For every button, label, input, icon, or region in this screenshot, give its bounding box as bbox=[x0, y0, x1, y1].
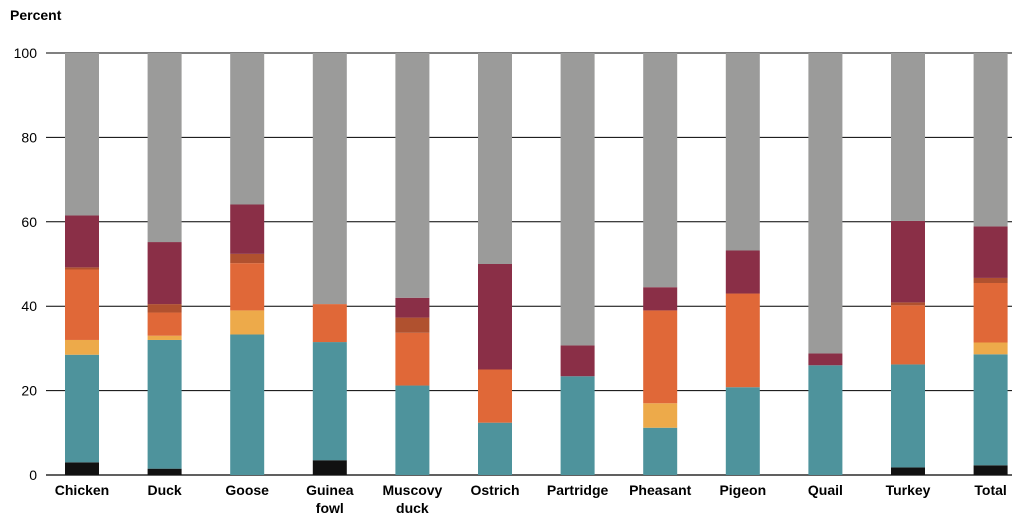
y-tick-label: 60 bbox=[21, 214, 37, 230]
bar-segment bbox=[643, 310, 678, 404]
bar-segment bbox=[891, 364, 925, 468]
x-axis-labels: Chicken Duck Goose Guinea fowl Muscovy duck Ost… bbox=[55, 482, 1007, 516]
bar-segment bbox=[973, 354, 1008, 466]
bar-stack bbox=[725, 53, 760, 475]
bar-stack bbox=[478, 53, 512, 475]
y-tick-label: 100 bbox=[14, 45, 38, 61]
bar-segment bbox=[560, 376, 595, 475]
bar-segment bbox=[643, 287, 678, 311]
bar-stack bbox=[643, 53, 678, 475]
bar-segment bbox=[973, 277, 1008, 283]
bar-segment bbox=[312, 304, 347, 343]
bar-segment bbox=[643, 403, 678, 428]
bar-segment bbox=[891, 302, 925, 306]
gridlines bbox=[46, 52, 1012, 476]
bar-stack bbox=[312, 53, 347, 475]
bar-stack bbox=[808, 53, 843, 475]
bar-stack bbox=[230, 53, 265, 475]
bar-segment bbox=[147, 242, 182, 305]
x-category-label: Ostrich bbox=[470, 482, 519, 498]
y-axis-title: Percent bbox=[10, 7, 62, 23]
bar-segment bbox=[478, 422, 512, 475]
bar-segment bbox=[147, 468, 182, 475]
bar-segment bbox=[725, 387, 760, 475]
bar-segment bbox=[725, 293, 760, 388]
bar-segment bbox=[560, 53, 595, 346]
bar-segment bbox=[65, 462, 99, 475]
bar-segment bbox=[65, 267, 99, 270]
bar-segment bbox=[725, 250, 760, 294]
bar-segment bbox=[147, 312, 182, 336]
bar-segment bbox=[891, 220, 925, 303]
bar-segment bbox=[891, 53, 925, 221]
bar-segment bbox=[230, 334, 265, 475]
bar-segment bbox=[65, 215, 99, 268]
bar-segment bbox=[65, 53, 99, 216]
bar-segment bbox=[312, 53, 347, 305]
bar-segment bbox=[147, 53, 182, 243]
y-tick-label: 80 bbox=[21, 129, 37, 145]
y-axis-ticks: 0 20 40 60 80 100 bbox=[14, 45, 38, 483]
bar-segment bbox=[395, 297, 430, 318]
bar-segment bbox=[973, 342, 1008, 355]
bar-segment bbox=[65, 339, 99, 355]
x-category-label: Muscovy duck bbox=[382, 482, 442, 516]
bar-segment bbox=[478, 53, 512, 264]
bar-segment bbox=[230, 310, 265, 335]
bar-segment bbox=[147, 335, 182, 340]
x-category-label: Goose bbox=[225, 482, 269, 498]
x-category-label: Pigeon bbox=[719, 482, 766, 498]
x-category-label: Pheasant bbox=[629, 482, 692, 498]
bar-segment bbox=[643, 53, 678, 288]
x-category-label: Duck bbox=[147, 482, 181, 498]
bar-segment bbox=[973, 226, 1008, 278]
x-category-label: Partridge bbox=[547, 482, 609, 498]
bar-segment bbox=[973, 282, 1008, 343]
bar-segment bbox=[973, 465, 1008, 475]
x-category-label: Total bbox=[974, 482, 1006, 498]
bar-segment bbox=[891, 467, 925, 475]
x-category-label: Turkey bbox=[886, 482, 931, 498]
y-tick-label: 20 bbox=[21, 383, 37, 399]
bar-segment bbox=[808, 365, 843, 475]
bar-segment bbox=[395, 332, 430, 386]
bar-segment bbox=[808, 53, 843, 354]
bar-stack bbox=[65, 53, 99, 475]
x-category-label: Quail bbox=[808, 482, 843, 498]
x-category-label: Guinea fowl bbox=[306, 482, 354, 516]
y-tick-label: 0 bbox=[29, 467, 37, 483]
bar-segment bbox=[395, 385, 430, 475]
bar-stack bbox=[560, 53, 595, 475]
bar-segment bbox=[478, 369, 512, 423]
bar-segment bbox=[230, 53, 265, 205]
bar-segment bbox=[230, 253, 265, 264]
bar-segment bbox=[230, 263, 265, 311]
bar-stack bbox=[147, 53, 182, 475]
bar-stack bbox=[973, 53, 1008, 475]
bar-segment bbox=[230, 204, 265, 254]
bar-segment bbox=[808, 353, 843, 366]
bar-segment bbox=[65, 269, 99, 340]
bar-segment bbox=[478, 264, 512, 370]
bar-segment bbox=[312, 342, 347, 461]
bar-stack bbox=[891, 53, 925, 475]
y-tick-label: 40 bbox=[21, 298, 37, 314]
bar-stack bbox=[395, 53, 430, 475]
bar-segment bbox=[560, 345, 595, 377]
bars bbox=[65, 53, 1008, 475]
bar-segment bbox=[147, 304, 182, 313]
bar-segment bbox=[312, 460, 347, 475]
bar-segment bbox=[147, 339, 182, 469]
bar-segment bbox=[395, 53, 430, 298]
x-category-label: Chicken bbox=[55, 482, 109, 498]
bar-segment bbox=[395, 317, 430, 333]
bar-segment bbox=[65, 354, 99, 463]
bar-segment bbox=[725, 53, 760, 251]
bar-segment bbox=[643, 427, 678, 475]
bar-segment bbox=[891, 305, 925, 365]
bar-segment bbox=[973, 53, 1008, 227]
